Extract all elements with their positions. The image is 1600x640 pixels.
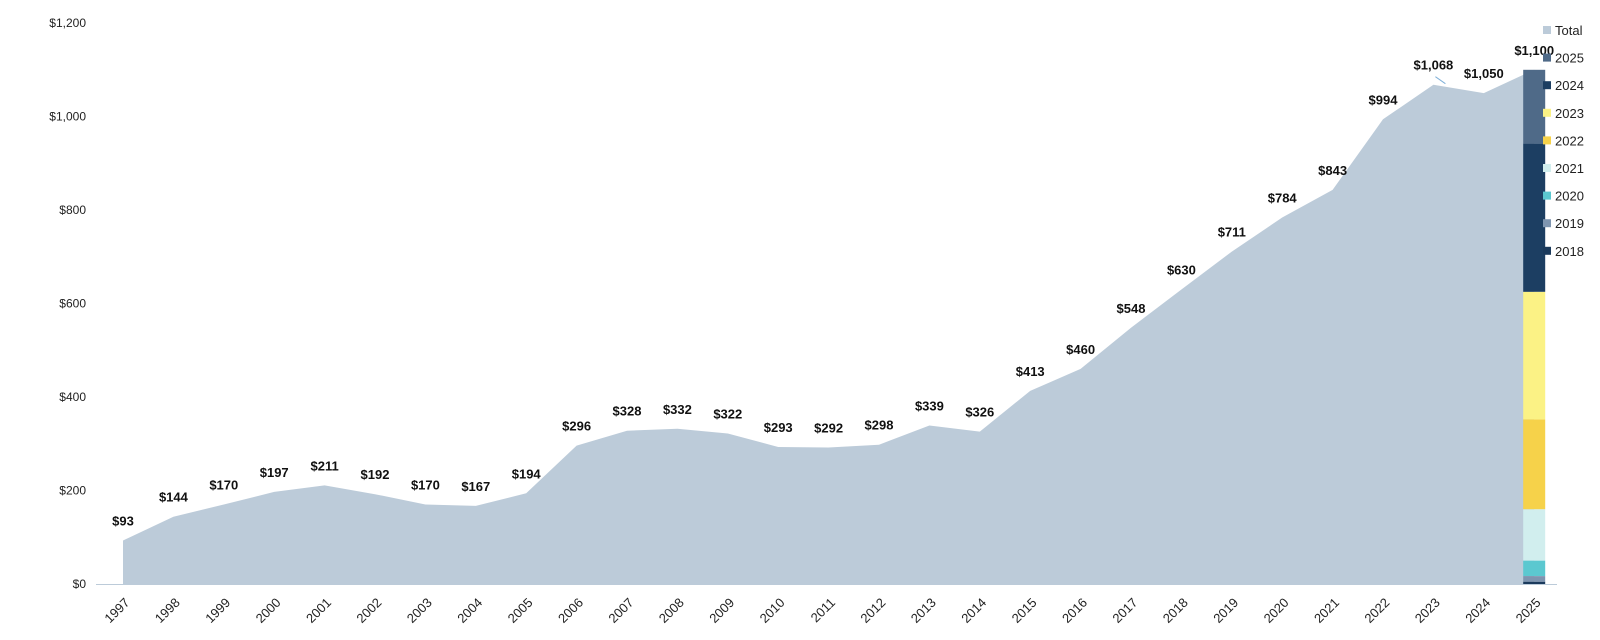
x-tick-label: 2016: [1059, 595, 1090, 626]
data-label: $167: [461, 479, 490, 494]
legend-swatch: [1543, 219, 1551, 228]
y-axis: $0 $200 $400 $600 $800 $1,000 $1,200: [49, 16, 86, 591]
data-label: $460: [1066, 342, 1095, 357]
legend-label: 2025: [1555, 51, 1584, 66]
data-label: $292: [814, 420, 843, 435]
data-label: $326: [965, 405, 994, 420]
data-label: $413: [1016, 364, 1045, 379]
x-axis: 1997 1998 1999 2000 2001 2002 2003 2004 2005 2006…: [101, 595, 1543, 626]
x-tick-label: 2025: [1513, 595, 1544, 626]
x-tick-label: 2005: [505, 595, 536, 626]
data-label: $328: [613, 404, 642, 419]
data-label: $1,050: [1464, 66, 1504, 81]
legend-swatch: [1543, 164, 1551, 172]
stacked-bar-segment-2020: [1523, 560, 1546, 576]
legend-swatch: [1543, 81, 1551, 90]
data-label: $170: [209, 478, 238, 493]
y-tick-label: $0: [73, 577, 87, 591]
legend-label: Total: [1555, 23, 1583, 38]
x-tick-label: 2001: [303, 595, 334, 626]
legend-label: 2019: [1555, 216, 1584, 231]
legend-label: 2018: [1555, 244, 1584, 259]
data-label: $211: [310, 458, 338, 473]
y-tick-label: $200: [59, 484, 86, 498]
y-tick-label: $1,200: [49, 16, 86, 30]
legend-swatch: [1543, 246, 1551, 255]
y-tick-label: $800: [59, 203, 86, 217]
x-tick-label: 2022: [1361, 595, 1392, 626]
x-tick-label: 2019: [1210, 595, 1241, 626]
data-label: $1,068: [1414, 58, 1454, 73]
data-label: $296: [562, 419, 591, 434]
x-tick-label: 2011: [808, 595, 838, 625]
x-tick-label: 2008: [656, 595, 687, 626]
data-labels: $93 $144 $170 $197 $211 $192 $170 $167 $194 $296 $…: [112, 43, 1554, 529]
legend-swatch: [1543, 53, 1551, 62]
y-tick-label: $600: [59, 297, 86, 311]
x-tick-label: 2009: [706, 595, 737, 626]
data-label: $192: [361, 467, 390, 482]
x-tick-label: 2002: [353, 595, 384, 626]
x-tick-label: 2006: [555, 595, 586, 626]
leader-line: [1435, 76, 1446, 85]
x-tick-label: 2024: [1462, 595, 1493, 626]
stacked-bar-segment-2019: [1523, 576, 1546, 582]
stacked-bar-segment-2018: [1523, 581, 1546, 584]
x-tick-label: 2003: [404, 595, 435, 626]
legend: Total 2025 2024 2023 2022 2021 2020 2019 2018: [1543, 23, 1584, 259]
data-label: $994: [1369, 92, 1399, 107]
legend-label: 2021: [1555, 161, 1584, 176]
x-tick-label: 1999: [202, 595, 233, 626]
data-label: $630: [1167, 262, 1196, 277]
data-label: $197: [260, 465, 289, 480]
y-tick-label: $1,000: [49, 110, 86, 124]
data-label: $93: [112, 514, 134, 529]
data-label: $843: [1318, 163, 1347, 178]
x-tick-label: 2004: [454, 595, 485, 626]
stacked-bar-segment-2023: [1523, 291, 1546, 420]
stacked-bar-segment-2024: [1523, 143, 1546, 292]
data-label: $548: [1117, 301, 1146, 316]
x-tick-label: 2012: [857, 595, 888, 626]
x-tick-label: 2020: [1261, 595, 1292, 626]
data-label: $170: [411, 478, 440, 493]
data-label: $339: [915, 399, 944, 414]
x-tick-label: 2000: [253, 595, 284, 626]
x-tick-label: 1997: [101, 595, 132, 626]
legend-label: 2023: [1555, 106, 1584, 121]
stacked-bar-segment-2022: [1523, 419, 1546, 510]
stacked-bar-segment-2021: [1523, 509, 1546, 561]
series-area-total: [123, 69, 1535, 585]
data-label: $322: [713, 406, 742, 421]
legend-swatch: [1543, 26, 1551, 34]
data-label: $298: [865, 418, 894, 433]
x-tick-label: 2010: [757, 595, 788, 626]
x-tick-label: 2015: [1009, 595, 1040, 626]
x-tick-label: 2023: [1412, 595, 1443, 626]
x-tick-label: 2018: [1160, 595, 1191, 626]
legend-label: 2022: [1555, 133, 1584, 148]
y-tick-label: $400: [59, 390, 86, 404]
plot-area: [96, 69, 1557, 585]
data-label: $784: [1268, 190, 1298, 205]
x-tick-label: 2021: [1311, 595, 1342, 626]
x-tick-label: 1998: [152, 595, 183, 626]
x-tick-label: 2007: [605, 595, 636, 626]
legend-swatch: [1543, 191, 1551, 200]
x-tick-label: 2013: [908, 595, 939, 626]
data-label: $711: [1218, 225, 1246, 240]
data-label: $293: [764, 420, 793, 435]
data-label: $144: [159, 490, 189, 505]
legend-label: 2024: [1555, 78, 1584, 93]
legend-swatch: [1543, 136, 1551, 145]
data-label: $332: [663, 402, 692, 417]
data-label: $194: [512, 466, 542, 481]
stacked-bar-segment-2025: [1523, 69, 1546, 144]
x-tick-label: 2014: [958, 595, 989, 626]
x-tick-label: 2017: [1109, 595, 1140, 626]
legend-swatch: [1543, 108, 1551, 117]
legend-label: 2020: [1555, 189, 1584, 204]
